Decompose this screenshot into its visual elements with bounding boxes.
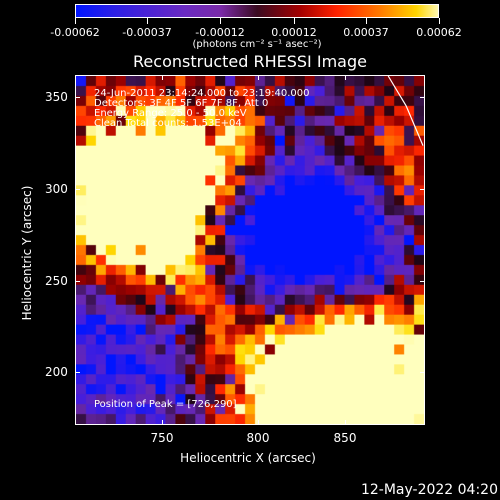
image-plot: [75, 75, 425, 425]
x-tick-label: 850: [333, 431, 357, 445]
y-axis-label: Heliocentric Y (arcsec): [20, 185, 34, 321]
x-tick-label: 750: [150, 431, 174, 445]
y-tick-label: 300: [45, 182, 68, 196]
x-axis-label: Heliocentric X (arcsec): [180, 451, 316, 465]
y-tick-label: 200: [45, 365, 68, 379]
colorbar-tick-label: 0.00062: [416, 26, 462, 39]
y-tick-label: 250: [45, 274, 68, 288]
overlay-block: 24-Jun-2011 23:14:24.000 to 23:19:40.000…: [94, 89, 310, 129]
overlay-time: 24-Jun-2011 23:14:24.000 to 23:19:40.000: [94, 88, 310, 99]
colorbar-tick-label: 0.00037: [343, 26, 389, 39]
heatmap-image: [76, 76, 424, 424]
overlay-clean: Clean Total counts: 1.53E+04: [94, 118, 242, 129]
colorbar-tick-label: -0.00012: [195, 26, 245, 39]
y-tick-label: 350: [45, 90, 68, 104]
timestamp: 12-May-2022 04:20: [360, 482, 498, 498]
peak-position-label: Position of Peak = [726,290]: [94, 399, 237, 410]
x-tick-label: 800: [246, 431, 270, 445]
overlay-detectors: Detectors: 3F 4F 5F 6F 7F 8F, Att 0: [94, 98, 269, 109]
colorbar-tick-label: 0.00012: [271, 26, 317, 39]
colorbar-tick-label: -0.00037: [122, 26, 172, 39]
overlay-energy: Energy Range: 25.0 - 50.0 keV: [94, 108, 247, 119]
colorbar-units: (photons cm⁻² s⁻¹ asec⁻²): [192, 39, 322, 50]
colorbar: [75, 4, 439, 18]
colorbar-tick-label: -0.00062: [50, 26, 100, 39]
chart-title: Reconstructed RHESSI Image: [133, 52, 367, 71]
